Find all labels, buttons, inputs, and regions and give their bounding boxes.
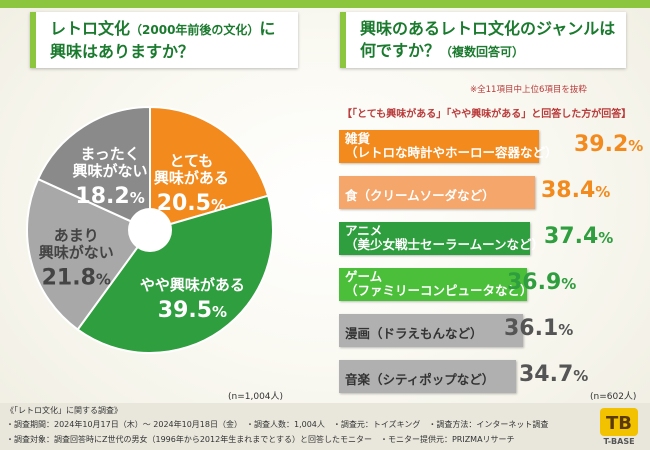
selection-note: ※全11項目中上位6項目を抜粋 (470, 85, 587, 95)
bar-label-food: 食（クリームソーダなど） (345, 188, 495, 203)
bar-food: 食（クリームソーダなど） (339, 176, 535, 209)
pie-label-not-very-interested: 興味がない (39, 243, 114, 261)
pie-label-not-interested: 興味がない (73, 162, 148, 180)
footer-line-survey-name: 《「レトロ文化」に関する調査》 (6, 406, 122, 415)
bar-label-music: 音楽（シティポップなど） (345, 372, 495, 387)
pie-center-hole (128, 208, 172, 252)
footer-line-survey-details: ・調査期間：2024年10月17日（木）～ 2024年10月18日（金） ・調査… (6, 420, 549, 429)
pie-slice-not-interested (36, 105, 151, 232)
left-title-line1: レトロ文化 (50, 19, 131, 38)
logo-mark: TB (606, 413, 632, 434)
bar-label-manga: 漫画（ドラえもんなど） (345, 326, 483, 341)
bar-game: ゲーム （ファミリーコンピュータなど） (339, 268, 533, 301)
bar-value-manga: 36.1% (504, 316, 574, 341)
pie-value-somewhat-interested: 39.5% (158, 298, 227, 323)
right-title-line2a: 何ですか？ (360, 41, 441, 60)
left-title-paren: （2000年前後の文化） (130, 23, 260, 37)
bar-label-anime: アニメ （美少女戦士セーラームーンなど） (345, 223, 545, 252)
top-accent-bar (0, 0, 650, 8)
bar-value-food: 38.4% (541, 178, 611, 203)
bar-music: 音楽（シティポップなど） (339, 360, 516, 393)
left-question-title: レトロ文化（2000年前後の文化）に 興味はありますか？ (30, 12, 298, 68)
tbase-logo: TB T-BASE (600, 408, 638, 446)
bar-value-anime: 37.4% (544, 224, 614, 249)
pie-label-very-interested: とても (169, 152, 213, 170)
bar-manga: 漫画（ドラえもんなど） (339, 314, 523, 347)
pie-chart: とても興味がある20.5%やや興味がある39.5%あまり興味がない21.8%まっ… (26, 105, 274, 354)
pie-value-very-interested: 20.5% (157, 191, 226, 216)
right-question-title: 興味のあるレトロ文化のジャンルは 何ですか？（複数回答可） (340, 12, 626, 68)
respondent-subhead: 【「とても興味がある」「やや興味がある」と回答した方が回答】 (342, 109, 632, 120)
survey-footer: 《「レトロ文化」に関する調査》 ・調査期間：2024年10月17日（木）～ 20… (0, 403, 650, 450)
footer-line-survey-target: ・調査対象：調査回答時にZ世代の男女（1996年から2012年生まれまでとする）… (6, 435, 515, 444)
bar-anime: アニメ （美少女戦士セーラームーンなど） (339, 222, 544, 255)
pie-value-not-interested: 18.2% (75, 184, 144, 209)
pie-label-not-interested: まったく (80, 145, 139, 163)
pie-label-very-interested: 興味がある (154, 169, 229, 187)
left-title-line2: 興味はありますか？ (50, 42, 195, 61)
right-title-line2b: （複数回答可） (440, 45, 525, 59)
pie-label-not-very-interested: あまり (54, 226, 99, 244)
bar-value-goods: 39.2% (574, 132, 644, 157)
bar-value-music: 34.7% (519, 362, 589, 387)
pie-slice-very-interested (149, 105, 270, 232)
bar-label-game: ゲーム （ファミリーコンピュータなど） (345, 269, 533, 298)
logo-text: T-BASE (603, 437, 634, 446)
bar-goods: 雑貨 （レトロな時計やホーロー容器など） (339, 130, 558, 163)
bar-label-goods: 雑貨 （レトロな時計やホーロー容器など） (345, 131, 558, 160)
bar-value-game: 36.9% (507, 270, 577, 295)
pie-label-somewhat-interested: やや興味がある (140, 276, 245, 294)
bar-n-label: (n=602人) (590, 392, 637, 402)
left-title-tail: に (259, 19, 276, 38)
right-title-line1: 興味のあるレトロ文化のジャンルは (360, 19, 616, 38)
pie-value-not-very-interested: 21.8% (42, 265, 111, 290)
pie-slice-somewhat-interested (76, 194, 274, 354)
pie-n-label: (n=1,004人) (228, 392, 284, 402)
